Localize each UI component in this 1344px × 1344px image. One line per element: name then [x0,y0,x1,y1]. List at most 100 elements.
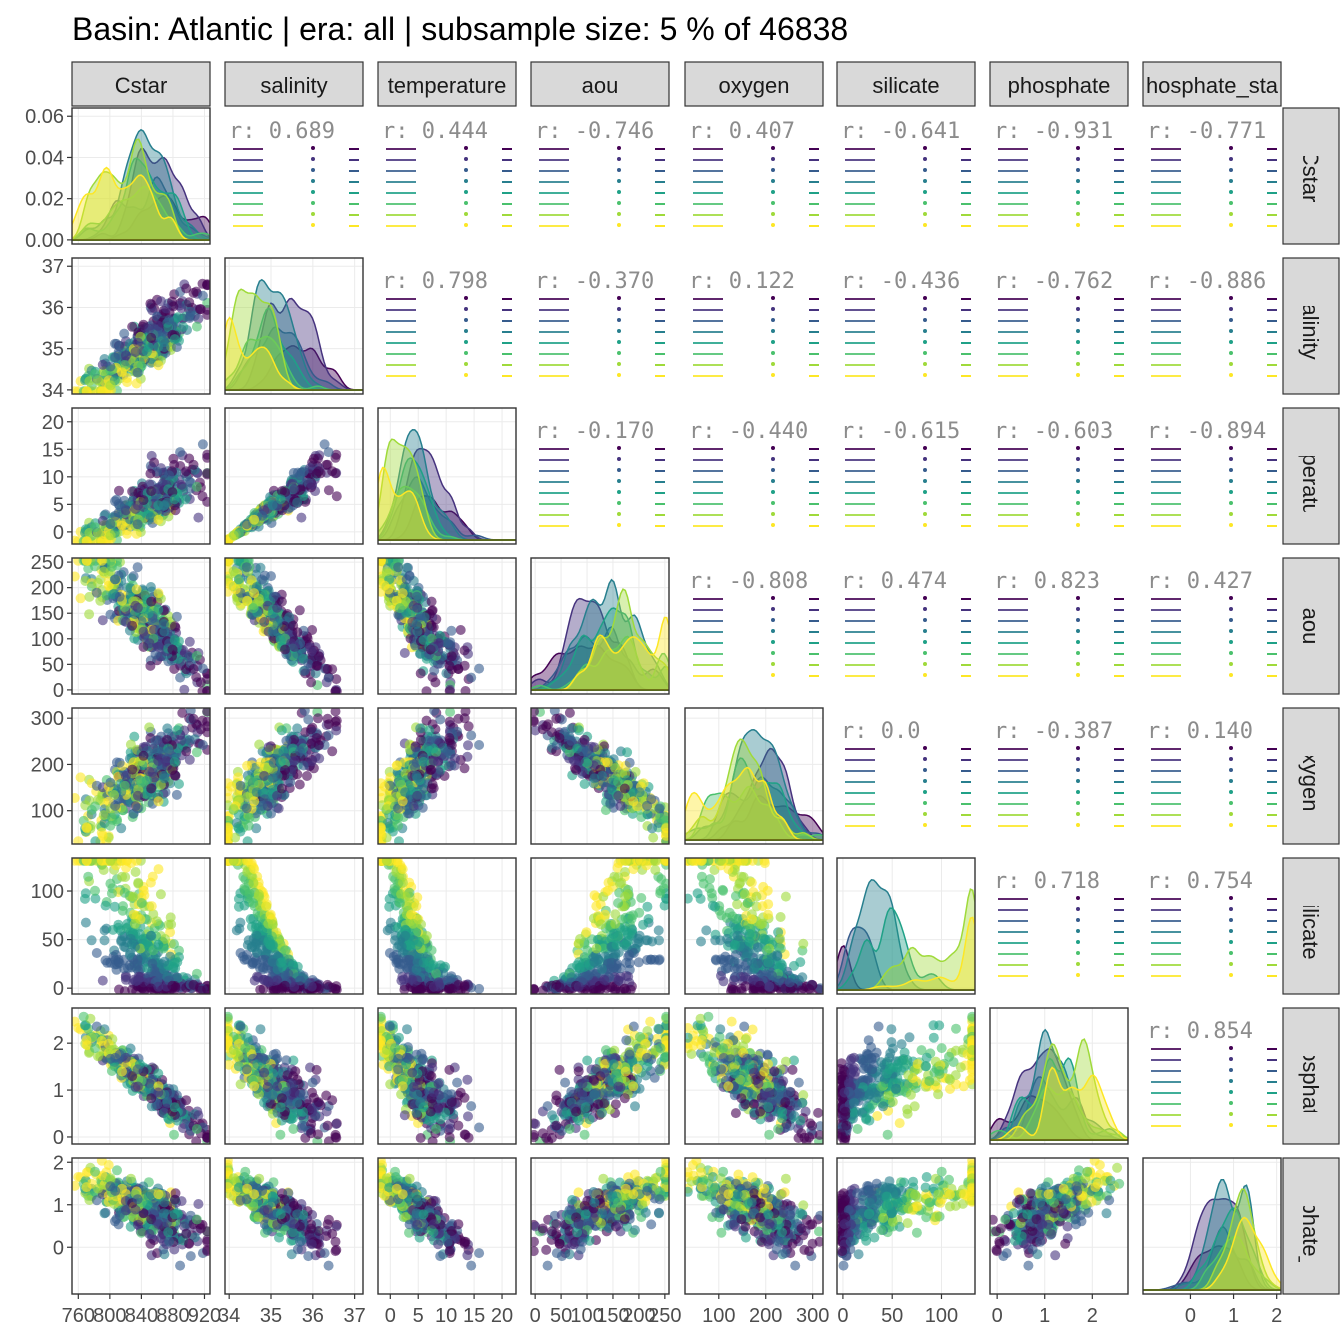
data-point [277,597,287,607]
corr-group-mark [539,481,569,483]
corr-group-tick [502,181,512,183]
corr-group-tick [655,375,665,377]
corr-group-mark [845,148,875,150]
data-point [254,740,264,750]
y-tick-label-temperature: 15 [42,439,64,461]
corr-group-dot [1076,468,1080,472]
corr-group-mark [1151,653,1181,655]
corr-group-dot [464,190,468,194]
corr-group-dot [464,179,468,183]
corr-group-dot [464,212,468,216]
data-point [443,746,453,756]
corr-group-tick [1114,642,1124,644]
corr-group-tick [655,225,665,227]
corr-group-dot [1229,223,1233,227]
data-point [248,777,258,787]
corr-group-mark [998,653,1028,655]
corr-group-mark [845,364,875,366]
data-point [393,562,403,572]
data-point [185,637,195,647]
corr-group-mark [845,181,875,183]
corr-group-tick [961,470,971,472]
corr-group-mark [693,653,723,655]
corr-group-tick [1114,375,1124,377]
corr-group-dot [771,157,775,161]
data-point [268,500,278,510]
data-point [172,612,182,622]
data-point [84,609,94,619]
corr-group-mark [1151,609,1181,611]
strip-top-label-temperature: temperature [388,73,507,98]
data-point [320,439,330,449]
corr-group-tick [961,609,971,611]
data-point [415,723,425,733]
corr-group-mark [539,459,569,461]
corr-group-dot [1229,190,1233,194]
corr-group-tick [961,481,971,483]
corr-group-tick [349,214,359,216]
corr-group-mark [233,225,263,227]
data-point [466,730,476,740]
data-point [382,566,392,576]
corr-group-dot [1076,168,1080,172]
corr-group-mark [693,620,723,622]
data-point [249,515,259,525]
data-point [289,756,299,766]
corr-group-tick [1114,631,1124,633]
corr-group-mark [1151,642,1181,644]
data-point [429,706,439,716]
corr-group-dot [1076,457,1080,461]
corr-group-dot [771,362,775,366]
data-point [161,304,171,314]
corr-group-mark [845,225,875,227]
data-point [426,621,436,631]
corr-group-mark [386,214,416,216]
corr-group-tick [1267,181,1277,183]
data-point [133,519,143,529]
corr-group-tick [502,148,512,150]
corr-group-tick [809,598,819,600]
data-point [115,341,125,351]
corr-group-mark [693,481,723,483]
corr-group-mark [998,459,1028,461]
corr-panel-salinity-vs-phosphate: r: -0.762 [994,269,1124,377]
corr-panel-temperature-vs-aou: r: -0.170 [535,419,665,527]
strip-top-label-phosphate-star: hosphate_sta [1146,73,1279,98]
data-point [463,740,473,750]
data-point [307,480,317,490]
corr-group-tick [961,331,971,333]
corr-group-dot [311,190,315,194]
corr-group-tick [961,642,971,644]
corr-group-tick [1114,609,1124,611]
corr-group-dot [464,329,468,333]
corr-group-tick [809,653,819,655]
corr-group-mark [1151,364,1181,366]
corr-group-tick [961,298,971,300]
corr-group-dot [464,340,468,344]
data-point [242,562,252,572]
data-point [236,781,246,791]
data-point [170,494,180,504]
corr-group-dot [923,457,927,461]
corr-group-tick [349,192,359,194]
corr-group-dot [1229,618,1233,622]
corr-group-mark [845,481,875,483]
corr-group-tick [1114,192,1124,194]
corr-group-dot [771,457,775,461]
data-point [153,321,163,331]
corr-group-mark [1151,631,1181,633]
corr-group-mark [1151,514,1181,516]
corr-group-dot [311,179,315,183]
corr-group-tick [349,203,359,205]
y-tick-label-temperature: 5 [53,494,64,516]
data-point [413,773,423,783]
data-point [229,530,239,540]
corr-group-mark [693,642,723,644]
data-point [145,299,155,309]
corr-group-dot [923,662,927,666]
data-point [661,823,671,833]
corr-group-dot [464,157,468,161]
corr-group-tick [655,448,665,450]
corr-group-mark [693,598,723,600]
